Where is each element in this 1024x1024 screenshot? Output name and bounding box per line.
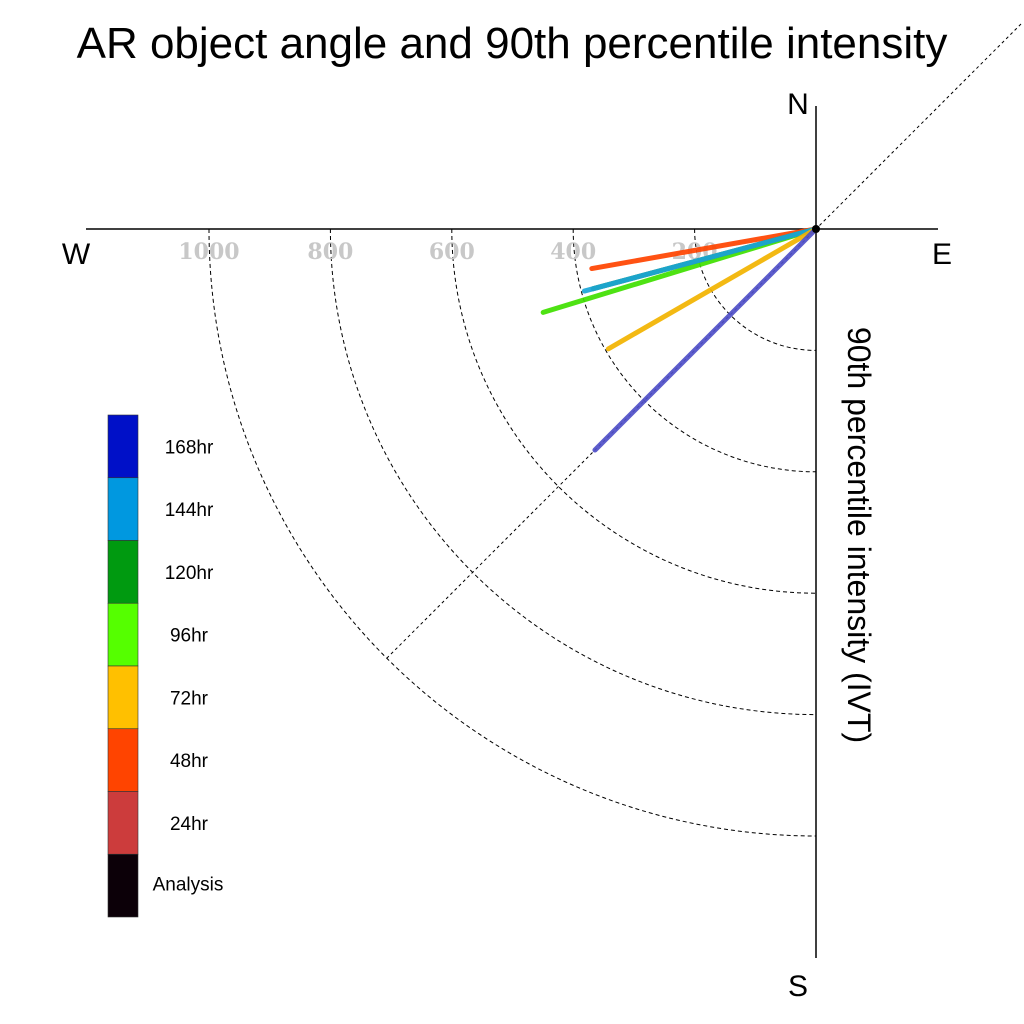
legend-swatch (107, 791, 139, 855)
series (540, 225, 820, 453)
range-ring (451, 228, 817, 594)
legend-swatch (107, 728, 139, 792)
legend-label: 144hr (165, 500, 214, 521)
radial-tick-label: 600 (429, 239, 475, 265)
legend-label: 48hr (170, 751, 209, 772)
compass-north: N (787, 88, 809, 121)
legend: 168hr 144hr 120hr 96hr 72hr 48hr 24hr Analysis (107, 414, 224, 918)
radial-tick-label: 400 (550, 239, 596, 265)
legend-swatch (107, 853, 139, 918)
legend-swatch (107, 477, 139, 541)
legend-swatch (107, 665, 139, 730)
origin-marker (812, 225, 820, 233)
radial-tick-label: 800 (307, 239, 353, 265)
range-ring (694, 228, 817, 351)
compass-south: S (788, 970, 808, 1003)
legend-swatch (107, 602, 139, 667)
legend-label: 24hr (170, 814, 209, 835)
legend-label: 120hr (165, 563, 214, 584)
legend-label: 168hr (165, 437, 214, 458)
radial-tick-label: 1000 (178, 239, 239, 265)
series-line-144hr (581, 226, 819, 294)
series-line-48hr (589, 226, 819, 272)
legend-swatch (107, 540, 139, 604)
series-line-72hr (605, 226, 819, 352)
chart-title: AR object angle and 90th percentile inte… (77, 19, 948, 68)
compass-west: W (62, 238, 91, 271)
series-line-168hr (592, 226, 819, 453)
axes (86, 106, 938, 958)
y-axis-label: 90th percentile intensity (IVT) (841, 327, 877, 743)
legend-label: 72hr (170, 688, 209, 709)
compass-east: E (932, 238, 952, 271)
legend-label: Analysis (153, 875, 224, 896)
legend-label: 96hr (170, 626, 209, 647)
legend-swatch (107, 414, 139, 479)
